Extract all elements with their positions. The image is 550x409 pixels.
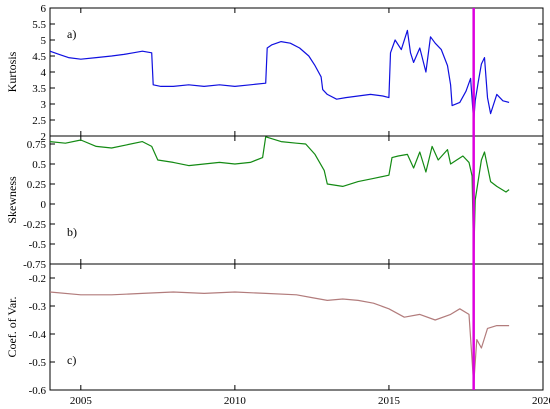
kurtosis-y-ticks: 2 2.5 3 3.5 4 4.5 5 5.5 6 <box>32 3 544 143</box>
kurtosis-y-tick-label: 2 <box>41 131 47 143</box>
kurtosis-y-tick-label: 2.5 <box>32 115 46 127</box>
kurtosis-y-tick-label: 4 <box>41 67 47 79</box>
x-tick-label: 2005 <box>70 395 93 407</box>
panel-c-tag: c) <box>67 353 76 367</box>
cv-y-tick-label: -0.5 <box>29 357 47 369</box>
skewness-plot-frame <box>49 135 544 265</box>
skewness-series-line <box>49 136 510 261</box>
kurtosis-y-tick-label: 5.5 <box>32 19 46 31</box>
x-tick-label: 2010 <box>224 395 247 407</box>
skewness-y-tick-label: -0.25 <box>23 219 46 231</box>
cv-y-tick-label: -0.2 <box>29 273 46 285</box>
cv-panel: -0.6 -0.5 -0.4 -0.3 -0.2 2005 2010 2015 2020 Co… <box>5 263 550 407</box>
cv-series-line <box>49 291 510 385</box>
x-axis-ticks: 2005 2010 2015 2020 <box>70 395 550 407</box>
skewness-panel: -0.75 -0.5 -0.25 0 0.25 0.5 0.75 Skewness b) <box>5 135 544 271</box>
cv-y-tick-label: -0.3 <box>29 301 47 313</box>
skewness-y-tick-label: 0 <box>41 199 47 211</box>
skewness-y-ticks: -0.75 -0.5 -0.25 0 0.25 0.5 0.75 <box>23 136 544 271</box>
kurtosis-y-tick-label: 3 <box>41 99 47 111</box>
kurtosis-y-tick-label: 4.5 <box>32 51 46 63</box>
kurtosis-y-axis-label: Kurtosis <box>5 51 19 92</box>
skewness-y-tick-label: 0.5 <box>32 159 46 171</box>
x-tick-label: 2020 <box>532 395 550 407</box>
cv-plot-frame <box>49 263 544 391</box>
skewness-y-tick-label: -0.75 <box>23 259 46 271</box>
kurtosis-y-tick-label: 3.5 <box>32 83 46 95</box>
panel-b-tag: b) <box>67 225 77 239</box>
cv-y-axis-label: Coef. of Var. <box>5 296 19 357</box>
cv-y-ticks: -0.6 -0.5 -0.4 -0.3 -0.2 <box>29 264 544 397</box>
x-tick-label: 2015 <box>378 395 401 407</box>
kurtosis-series-group <box>49 29 510 123</box>
skewness-y-tick-label: -0.5 <box>29 239 47 251</box>
kurtosis-y-tick-label: 6 <box>41 3 47 15</box>
cv-y-tick-label: -0.4 <box>29 329 47 341</box>
kurtosis-y-tick-label: 5 <box>41 35 47 47</box>
skewness-y-tick-label: 0.75 <box>27 139 47 151</box>
cv-series-group <box>49 291 510 385</box>
skewness-y-tick-label: 0.25 <box>27 179 47 191</box>
kurtosis-panel: 2 2.5 3 3.5 4 4.5 5 5.5 6 Kurtosis a) <box>5 3 544 143</box>
skewness-series-group <box>49 136 510 261</box>
panel-a-tag: a) <box>67 27 76 41</box>
kurtosis-series-line <box>49 29 510 123</box>
kurtosis-plot-frame <box>49 7 544 137</box>
skewness-y-axis-label: Skewness <box>5 176 19 224</box>
cv-y-tick-label: -0.6 <box>29 385 47 397</box>
